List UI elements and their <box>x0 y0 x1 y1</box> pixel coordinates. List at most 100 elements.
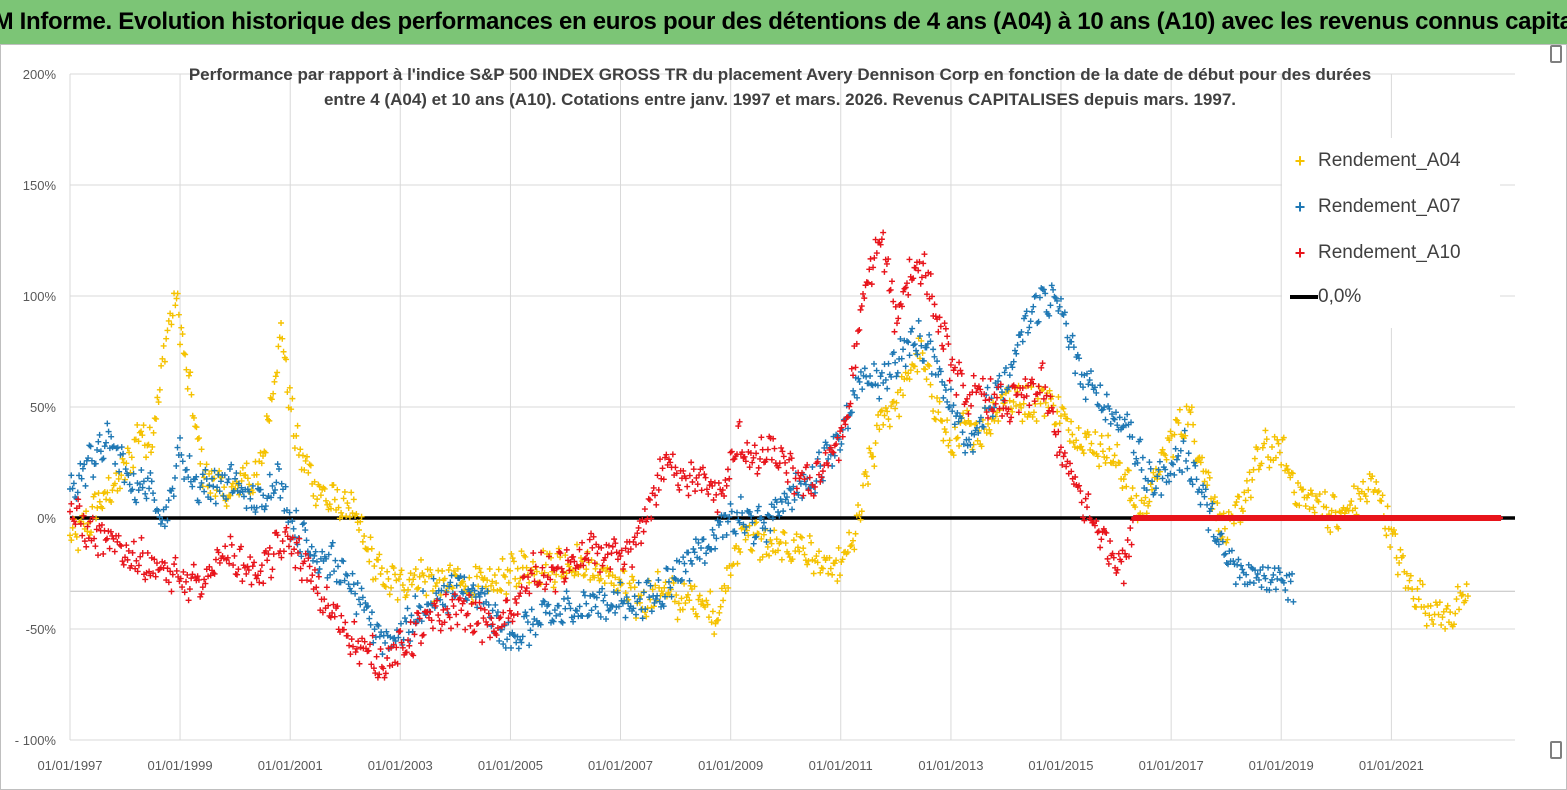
legend-item-a04[interactable]: + Rendement_A04 <box>1282 146 1461 176</box>
resize-handle-top-right[interactable] <box>1550 45 1562 63</box>
data-point <box>969 448 976 455</box>
legend-item-a10[interactable]: + Rendement_A10 <box>1282 238 1461 268</box>
data-point <box>1414 585 1421 592</box>
data-point <box>1105 403 1112 410</box>
data-point <box>700 536 707 543</box>
data-point <box>1417 577 1424 584</box>
data-point <box>1089 449 1096 456</box>
data-point <box>517 590 524 597</box>
data-point <box>705 491 712 498</box>
data-point <box>285 543 292 550</box>
data-point <box>942 387 949 394</box>
data-point <box>699 598 706 605</box>
data-point <box>587 576 594 583</box>
data-point <box>1236 574 1243 581</box>
data-point <box>1274 436 1281 443</box>
data-point <box>726 513 733 520</box>
data-point <box>151 497 158 504</box>
data-point <box>322 497 329 504</box>
data-point <box>1025 382 1032 389</box>
data-point <box>1221 525 1228 532</box>
data-point <box>992 400 999 407</box>
data-point <box>564 595 571 602</box>
data-point <box>184 571 191 578</box>
data-point <box>857 516 864 523</box>
data-point <box>212 556 219 563</box>
data-point <box>1013 402 1020 409</box>
data-point <box>654 592 661 599</box>
data-point <box>102 537 109 544</box>
y-tick-label: 0% <box>37 511 56 526</box>
data-point <box>959 429 966 436</box>
data-point <box>653 501 660 508</box>
data-point <box>701 560 708 567</box>
data-point <box>430 575 437 582</box>
data-point <box>1278 461 1285 468</box>
data-point <box>608 602 615 609</box>
data-point <box>432 602 439 609</box>
data-point <box>411 572 418 579</box>
data-point <box>723 482 730 489</box>
data-point <box>440 606 447 613</box>
data-point <box>983 409 990 416</box>
data-point <box>881 268 888 275</box>
data-point <box>777 496 784 503</box>
data-point <box>473 573 480 580</box>
data-point <box>279 538 286 545</box>
data-point <box>202 466 209 473</box>
data-point <box>724 466 731 473</box>
data-point <box>932 313 939 320</box>
data-point <box>460 590 467 597</box>
data-point <box>722 477 729 484</box>
legend-item-a07[interactable]: + Rendement_A07 <box>1282 192 1461 222</box>
data-point <box>1080 384 1087 391</box>
data-point <box>1101 404 1108 411</box>
data-point <box>768 456 775 463</box>
data-point <box>619 600 626 607</box>
data-point <box>212 493 219 500</box>
data-point <box>1427 602 1434 609</box>
data-point <box>1080 514 1087 521</box>
data-point <box>791 490 798 497</box>
data-point <box>766 512 773 519</box>
data-point <box>802 481 809 488</box>
legend-item-zero-line[interactable]: 0,0% <box>1282 282 1361 312</box>
data-point <box>750 540 757 547</box>
data-point <box>964 407 971 414</box>
data-point <box>361 607 368 614</box>
data-point <box>1375 488 1382 495</box>
data-point <box>549 617 556 624</box>
data-point <box>1128 541 1135 548</box>
data-point <box>1327 529 1334 536</box>
data-point <box>909 325 916 332</box>
data-point <box>1114 566 1121 573</box>
data-point <box>1422 610 1429 617</box>
data-point <box>848 365 855 372</box>
data-point <box>521 573 528 580</box>
data-point <box>1183 457 1190 464</box>
data-point <box>226 560 233 567</box>
data-point <box>323 584 330 591</box>
data-point <box>495 566 502 573</box>
data-point <box>68 472 75 479</box>
data-point <box>1095 403 1102 410</box>
data-point <box>224 479 231 486</box>
data-point <box>918 274 925 281</box>
resize-handle-bottom-right[interactable] <box>1550 741 1562 759</box>
data-point <box>671 598 678 605</box>
data-point <box>954 409 961 416</box>
data-point <box>1311 509 1318 516</box>
data-point <box>583 600 590 607</box>
data-point <box>1106 445 1113 452</box>
data-point <box>900 346 907 353</box>
data-point <box>867 255 874 262</box>
data-point <box>233 470 240 477</box>
data-point <box>878 369 885 376</box>
data-point <box>755 503 762 510</box>
data-point <box>1102 416 1109 423</box>
data-point <box>1129 434 1136 441</box>
data-point <box>294 422 301 429</box>
data-point <box>584 550 591 557</box>
data-point <box>1120 580 1127 587</box>
data-point <box>727 500 734 507</box>
